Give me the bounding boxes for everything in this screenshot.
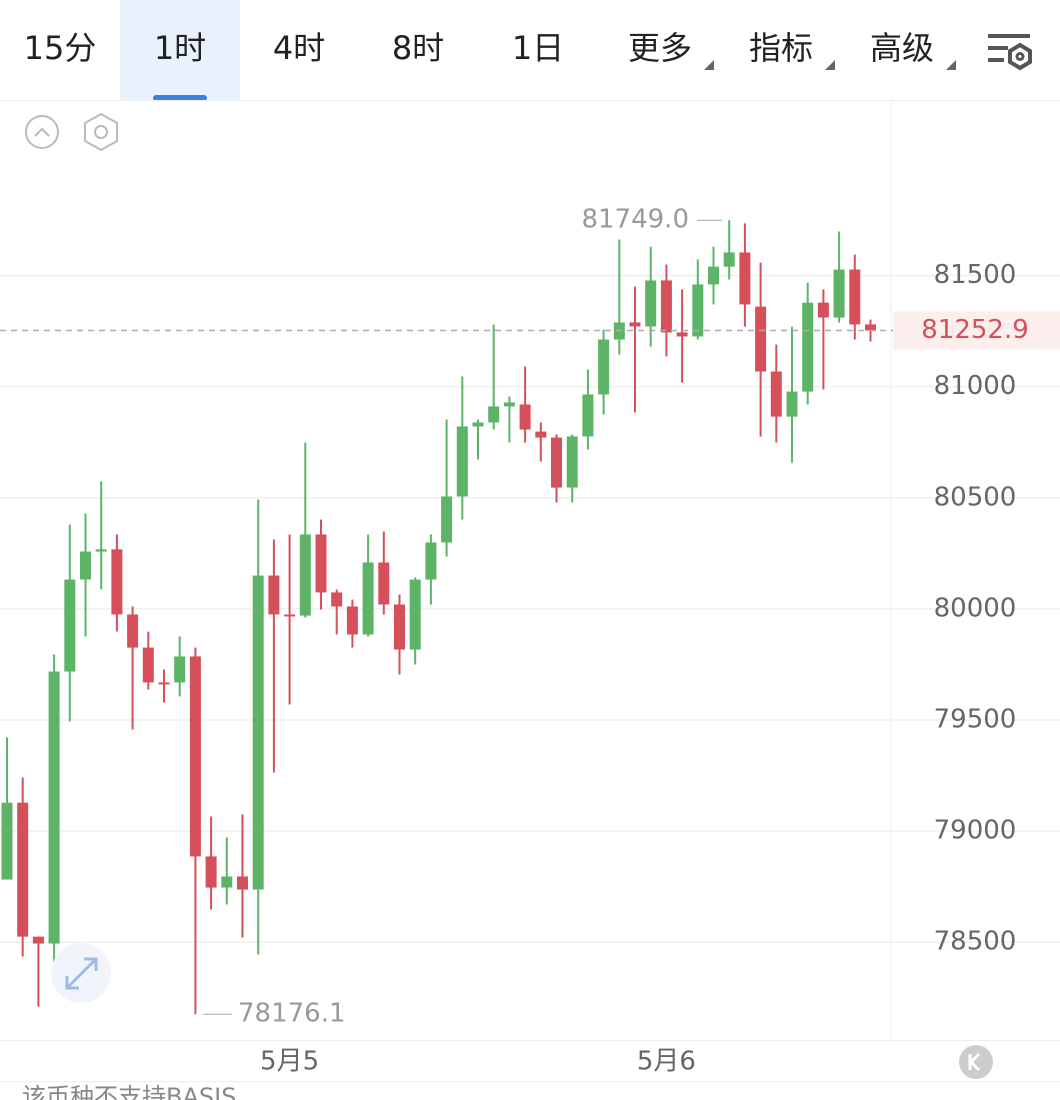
candle-body	[95, 549, 107, 552]
kline-button[interactable]	[959, 1045, 993, 1079]
tab[interactable]: 8时	[392, 29, 444, 67]
candle-body	[503, 402, 515, 407]
candle-body	[660, 280, 672, 333]
candle-body	[472, 422, 484, 427]
candle-body	[127, 614, 139, 648]
hexagon-settings-button[interactable]	[84, 112, 118, 152]
expand-button[interactable]	[51, 943, 111, 1003]
candle-body	[817, 302, 829, 318]
tab-highlight	[120, 0, 240, 100]
candle-body	[833, 269, 845, 318]
candle-body	[252, 575, 264, 890]
candle-body	[32, 936, 44, 944]
last-price-badge	[893, 311, 1060, 350]
candle-body	[394, 604, 405, 650]
x-tick-label: 5月5	[260, 1047, 319, 1077]
candle-body	[284, 614, 296, 617]
candle-body	[645, 280, 657, 327]
x-tick-label: 5月6	[637, 1047, 696, 1077]
candle-body	[865, 324, 876, 331]
candle-body	[755, 306, 767, 372]
candle-body	[1, 802, 13, 880]
min-marker-label: 78176.1	[238, 999, 346, 1029]
dropdown-arrow	[946, 60, 956, 70]
candle-body	[315, 534, 327, 593]
collapse-button[interactable]	[25, 115, 59, 149]
y-tick-label: 79000	[934, 816, 1017, 846]
y-tick-label: 80500	[934, 482, 1017, 512]
candle-body	[174, 656, 186, 683]
candle-body	[158, 682, 170, 685]
candle-body	[64, 579, 76, 672]
y-tick-label: 78500	[934, 927, 1017, 957]
dropdown-arrow	[704, 60, 714, 70]
candle-body	[409, 579, 421, 650]
tab[interactable]: 15分	[24, 29, 97, 67]
tab[interactable]: 1日	[512, 29, 564, 67]
candle-body	[786, 391, 798, 417]
candle-body	[237, 876, 248, 890]
candle-body	[80, 551, 91, 580]
y-tick-label: 79500	[934, 705, 1017, 735]
candle-body	[142, 647, 154, 683]
candle-body	[268, 575, 280, 615]
candle-body	[111, 549, 123, 615]
dropdown-menu[interactable]: 高级	[870, 29, 934, 67]
last-price-label: 81252.9	[921, 315, 1029, 345]
candle-body	[551, 437, 562, 488]
dropdown-menu[interactable]: 更多	[628, 29, 692, 67]
candle-body	[708, 266, 719, 285]
candle-body	[519, 404, 531, 430]
candle-body	[535, 431, 547, 438]
settings-icon[interactable]	[988, 34, 1032, 71]
candle-body	[629, 322, 641, 327]
candle-body	[456, 426, 468, 497]
candle-body	[676, 332, 688, 337]
dropdown-menu[interactable]: 指标	[749, 29, 813, 67]
tab-underline	[153, 95, 207, 101]
candle-body	[205, 856, 217, 888]
candle-body	[299, 534, 311, 616]
candle-body	[331, 592, 343, 607]
dropdown-arrow	[825, 60, 835, 70]
max-marker-label: 81749.0	[581, 205, 689, 235]
y-tick-label: 81000	[934, 371, 1017, 401]
candle-body	[849, 269, 861, 325]
candle-body	[346, 606, 358, 635]
candle-body	[378, 562, 390, 605]
y-tick-label: 81500	[934, 260, 1017, 290]
candle-body	[582, 394, 594, 437]
candle-body	[692, 284, 704, 337]
candle-body	[189, 656, 201, 857]
candle-body	[566, 436, 578, 488]
candle-body	[723, 252, 735, 267]
y-tick-label: 80000	[934, 593, 1017, 623]
candle-body	[425, 542, 437, 580]
candle-body	[362, 562, 374, 635]
candle-body	[221, 876, 233, 888]
candle-body	[739, 252, 751, 305]
candle-body	[488, 406, 500, 423]
tab[interactable]: 4时	[273, 29, 325, 67]
footer-note: 该币种不支持BASIS	[22, 1083, 236, 1100]
candle-body	[48, 671, 60, 944]
candle-body	[802, 302, 814, 392]
tab[interactable]: 1时	[154, 29, 206, 67]
candle-body	[770, 371, 782, 417]
tab-bar: 15分 1时 4时 8时 1日 更多 指标 高级	[24, 0, 956, 101]
candlestick-plot: 78500 79000 79500 80000 80500 81000 81500 5月5 5月…	[0, 205, 1060, 1077]
candle-body	[441, 496, 453, 543]
candle-body	[598, 339, 610, 395]
candle-body	[17, 802, 29, 937]
